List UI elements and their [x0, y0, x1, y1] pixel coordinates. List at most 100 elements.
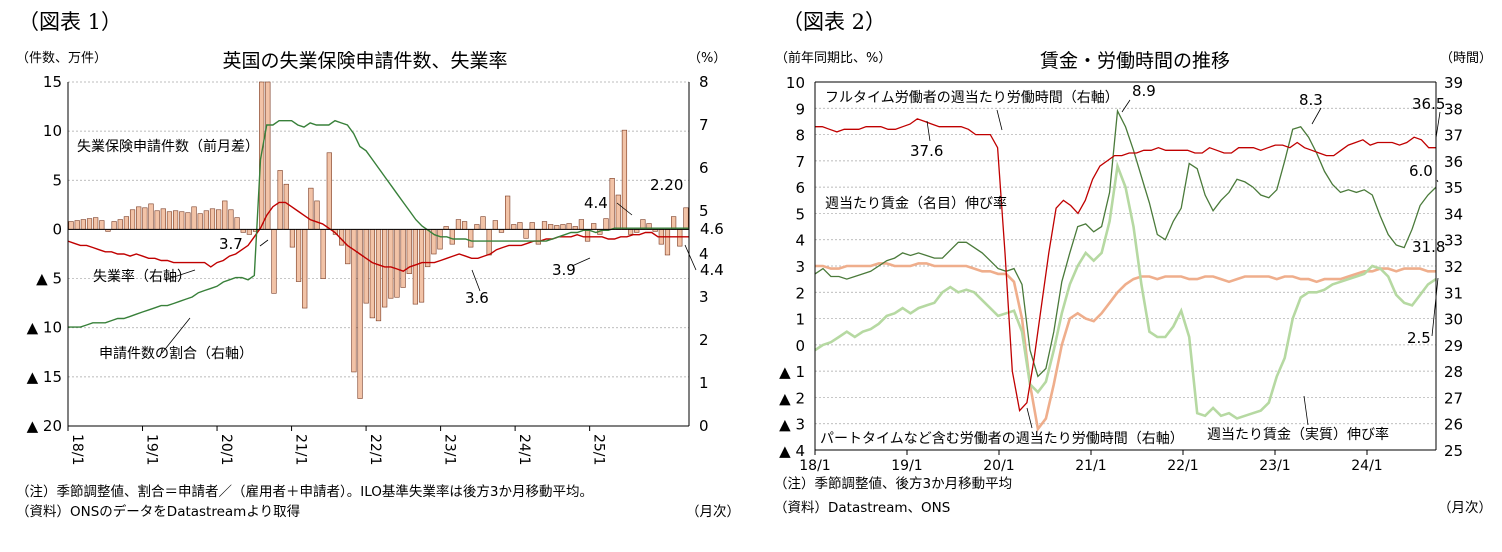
- x-tick-label: 19/1: [144, 434, 160, 465]
- right-tick-label: 28: [1444, 363, 1463, 381]
- claims-bar: [542, 222, 547, 230]
- claims-bar: [315, 201, 320, 230]
- claims-bar: [382, 229, 387, 307]
- left-tick-label: 0: [795, 337, 805, 355]
- annotation-3-7: 3.7: [219, 235, 243, 253]
- right-tick-label: 37: [1444, 127, 1463, 145]
- claims-bar: [468, 229, 473, 247]
- claims-bar: [401, 229, 406, 287]
- annotation-37-6: 37.6: [910, 142, 943, 160]
- left-tick-label: ▲ 15: [27, 368, 62, 386]
- x-tick-label: 22/1: [367, 434, 383, 465]
- claims-bar: [505, 196, 510, 229]
- claims-bar: [567, 224, 572, 230]
- claims-bar: [266, 82, 271, 229]
- claims-bar: [684, 208, 689, 230]
- claims-bar: [511, 225, 516, 230]
- annotation-4-6: 4.6: [700, 220, 724, 238]
- claims-bar: [462, 222, 467, 230]
- annotation-3-9: 3.9: [552, 261, 576, 279]
- left-tick-label: 1: [795, 311, 805, 329]
- figure-2-month-unit: （月次）: [1438, 496, 1492, 516]
- right-tick-label: 2: [699, 331, 709, 349]
- annotation-36-5: 36.5: [1412, 95, 1445, 113]
- right-tick-label: 5: [699, 202, 709, 220]
- claims-bar: [493, 221, 498, 230]
- figure-2-title: 賃金・労働時間の推移: [1040, 50, 1230, 72]
- left-tick-label: 9: [795, 100, 805, 118]
- left-tick-label: 2: [795, 284, 805, 302]
- claims-bar: [222, 201, 227, 230]
- claims-bar: [585, 229, 590, 241]
- figure-1-note: （注）季節調整値、割合＝申請者／（雇用者＋申請者）。ILO基準失業率は後方3か月…: [16, 480, 593, 500]
- claims-bar: [179, 212, 184, 230]
- claims-bar: [481, 217, 486, 230]
- right-tick-label: 32: [1444, 258, 1463, 276]
- claims-bar: [112, 222, 117, 230]
- claims-bar: [149, 204, 154, 230]
- label-nominal-wage: 週当たり賃金（名目）伸び率: [825, 195, 1007, 212]
- claims-bar: [475, 225, 480, 230]
- annotation-8-3: 8.3: [1299, 91, 1323, 109]
- claims-bar: [155, 211, 160, 230]
- figure-2-chart: 賃金・労働時間の推移 （前年同期比、%） （時間） 109876543210▲ …: [752, 0, 1502, 552]
- annotation-2-20: 2.20: [650, 176, 683, 194]
- claims-bar: [555, 225, 560, 229]
- annotation-2-5: 2.5: [1407, 329, 1431, 347]
- left-tick-label: 5: [795, 205, 805, 223]
- claims-bar: [450, 229, 455, 244]
- claims-bar: [290, 229, 295, 247]
- figure-2-source: （資料）Datastream、ONS: [774, 496, 950, 516]
- leader-lines: [927, 100, 1440, 428]
- label-alltime-hours: パートタイムなど含む労働者の週当たり労働時間（右軸）: [820, 431, 1184, 447]
- x-tick-label: 22/1: [1167, 458, 1198, 474]
- claims-bar: [143, 208, 148, 230]
- claims-bar: [591, 224, 596, 230]
- figure-2-panel: （図表 2） 賃金・労働時間の推移 （前年同期比、%） （時間） 10 9 8 7 6 5…: [752, 0, 1502, 552]
- left-tick-label: ▲ 10: [27, 319, 62, 337]
- annotation-31-8: 31.8: [1412, 238, 1445, 256]
- figure-1-month-unit: （月次）: [686, 500, 740, 520]
- claims-bar: [302, 229, 307, 308]
- left-tick-label: ▲ 1: [779, 363, 805, 381]
- claims-bar: [278, 170, 283, 229]
- claims-bar: [136, 207, 141, 230]
- left-tick-label: 6: [795, 179, 805, 197]
- annotation-6-0: 6.0: [1409, 162, 1433, 180]
- right-tick-label: 36: [1444, 153, 1463, 171]
- label-claims: 失業保険申請件数（前月差）: [77, 138, 259, 155]
- x-tick-label: 23/1: [1259, 458, 1290, 474]
- left-tick-label: 10: [43, 122, 62, 140]
- right-tick-label: 8: [699, 73, 709, 91]
- claims-bar: [425, 229, 430, 266]
- x-tick-label: 24/1: [516, 434, 532, 465]
- claims-bar: [81, 220, 86, 230]
- claims-bar: [376, 229, 381, 320]
- figure-1-right-unit: （%）: [688, 51, 726, 66]
- claims-bar: [413, 229, 418, 304]
- claims-bar: [395, 229, 400, 297]
- figure-2-right-unit: （時間）: [1440, 51, 1492, 66]
- left-tick-label: 8: [795, 127, 805, 145]
- claims-bar: [622, 130, 627, 229]
- claims-bar: [161, 209, 166, 230]
- claims-bar: [235, 218, 240, 230]
- x-tick-label: 24/1: [1351, 458, 1382, 474]
- figure-1-source: （資料）ONSのデータをDatastreamより取得: [16, 500, 300, 520]
- label-fulltime-hours: フルタイム労働者の週当たり労働時間（右軸）: [825, 90, 1119, 106]
- claims-bar: [118, 220, 123, 230]
- claims-bar: [530, 223, 535, 230]
- left-tick-label: 5: [52, 171, 62, 189]
- right-tick-label: 33: [1444, 232, 1463, 250]
- claims-bar: [272, 229, 277, 293]
- claims-bar: [370, 229, 375, 317]
- claims-bar: [173, 211, 178, 230]
- claims-bar: [229, 210, 234, 230]
- claims-bar: [419, 229, 424, 302]
- figure-1-chart: 英国の失業保険申請件数、失業率 （件数、万件） （%） 151050▲ 5▲ 1…: [0, 0, 750, 552]
- claims-bar: [518, 223, 523, 230]
- claims-bar: [616, 195, 621, 229]
- claims-bar: [628, 229, 633, 234]
- left-tick-label: ▲ 20: [27, 417, 62, 435]
- claims-bar: [321, 229, 326, 278]
